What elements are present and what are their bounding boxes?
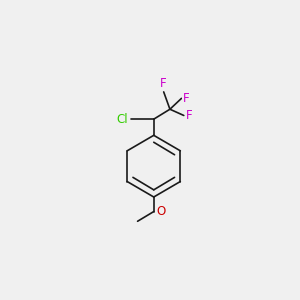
Text: Cl: Cl <box>116 113 128 126</box>
Text: O: O <box>157 205 166 218</box>
Text: F: F <box>186 109 192 122</box>
Text: F: F <box>160 76 167 90</box>
Text: F: F <box>183 92 190 105</box>
